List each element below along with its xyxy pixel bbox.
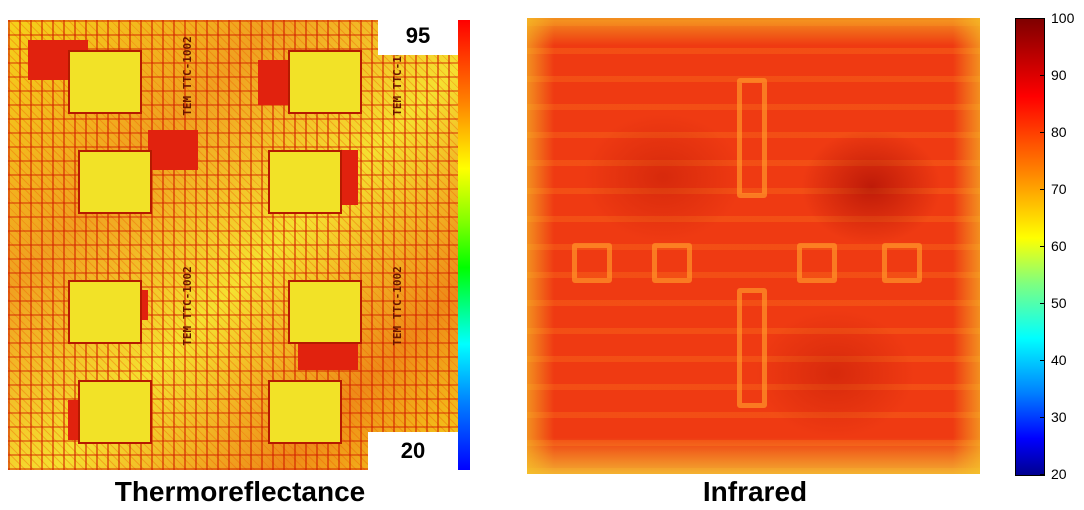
- infrared-colorbar: [1015, 18, 1045, 476]
- chip-block: [78, 380, 152, 444]
- ir-feature: [572, 243, 612, 283]
- ir-feature: [652, 243, 692, 283]
- ir-feature: [882, 243, 922, 283]
- chip-block: [268, 150, 342, 214]
- scale-min-label: 20: [368, 432, 458, 470]
- colorbar-tick-label: 100: [1051, 10, 1075, 26]
- colorbar-tick-label: 90: [1051, 67, 1067, 83]
- colorbar-tick-label: 20: [1051, 466, 1067, 482]
- chip-block: [268, 380, 342, 444]
- colorbar-tick: [1040, 246, 1045, 247]
- ir-feature: [737, 78, 767, 198]
- chip-block: [68, 50, 142, 114]
- colorbar-tick: [1040, 189, 1045, 190]
- chip-block: [288, 50, 362, 114]
- thermoreflectance-colorbar: [458, 20, 470, 470]
- colorbar-tick: [1040, 18, 1045, 19]
- colorbar-tick: [1040, 75, 1045, 76]
- colorbar-tick: [1040, 474, 1045, 475]
- colorbar-tick: [1040, 303, 1045, 304]
- colorbar-tick-label: 70: [1051, 181, 1067, 197]
- thermoreflectance-image: TEM TTC-1002 TEM TTC-1002 TEM TTC-1002 T…: [8, 20, 458, 470]
- colorbar-tick-label: 60: [1051, 238, 1067, 254]
- ir-feature: [797, 243, 837, 283]
- chip-marking: TEM TTC-1002: [180, 36, 194, 116]
- colorbar-tick-label: 40: [1051, 352, 1067, 368]
- colorbar-tick: [1040, 132, 1045, 133]
- colorbar-tick-label: 30: [1051, 409, 1067, 425]
- chip-block: [68, 280, 142, 344]
- hot-region: [148, 130, 198, 170]
- colorbar-tick-label: 50: [1051, 295, 1067, 311]
- colorbar-tick-label: 80: [1051, 124, 1067, 140]
- scale-max-label: 95: [378, 17, 458, 55]
- infrared-caption: Infrared: [702, 476, 808, 507]
- colorbar-tick: [1040, 360, 1045, 361]
- ir-feature: [737, 288, 767, 408]
- chip-block: [288, 280, 362, 344]
- chip-marking: TEM TTC-1002: [390, 266, 404, 346]
- colorbar-tick: [1040, 417, 1045, 418]
- chip-block: [78, 150, 152, 214]
- infrared-image: [527, 18, 980, 474]
- thermoreflectance-caption: Thermoreflectance: [114, 476, 366, 507]
- chip-marking: TEM TTC-1002: [180, 266, 194, 346]
